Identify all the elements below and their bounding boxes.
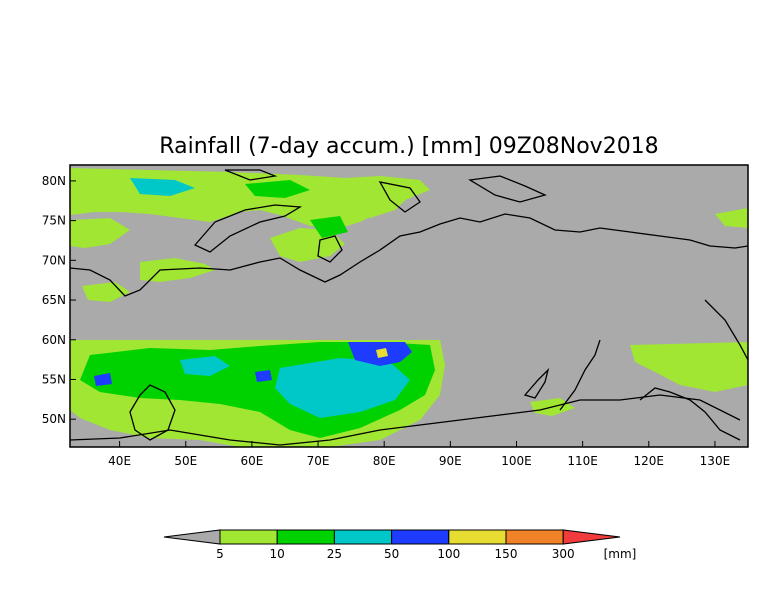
map-frame	[69, 164, 749, 448]
lon-tick-label: 100E	[501, 454, 532, 468]
longitude-axis: 40E 50E 60E 70E 80E 90E 100E 110E 120E 130E	[108, 441, 730, 468]
lat-tick-label: 65N	[42, 293, 66, 307]
map-panel: 40E 50E 60E 70E 80E 90E 100E 110E 120E 130E 80N 75…	[42, 164, 749, 468]
colorbar-bin	[391, 529, 450, 545]
lat-tick-label: 75N	[42, 214, 66, 228]
colorbar-label: 100	[437, 547, 460, 561]
colorbar-label: 50	[384, 547, 399, 561]
coastline	[523, 367, 550, 399]
lon-tick-label: 110E	[567, 454, 598, 468]
colorbar-bin	[276, 529, 335, 545]
rain-patch	[180, 356, 230, 376]
coastline	[704, 299, 748, 361]
rain-patch	[255, 370, 272, 382]
coastline	[70, 213, 748, 297]
rain-patch	[376, 348, 388, 358]
coastline	[70, 394, 741, 446]
coastline	[378, 181, 421, 213]
colorbar-label: 300	[552, 547, 575, 561]
rain-patch	[70, 218, 130, 248]
rain-patch	[630, 342, 748, 392]
lon-tick-label: 90E	[439, 454, 462, 468]
rain-patch	[245, 180, 310, 198]
colorbar-bin	[448, 529, 507, 545]
map-title: Rainfall (7-day accum.) [mm] 09Z08Nov201…	[159, 134, 658, 159]
coastline	[559, 339, 601, 411]
lon-tick-label: 70E	[307, 454, 330, 468]
coastline	[317, 235, 343, 263]
lon-tick-label: 130E	[700, 454, 731, 468]
colorbar-label: 5	[216, 547, 224, 561]
lat-tick-label: 50N	[42, 412, 66, 426]
rain-patch	[345, 184, 410, 218]
colorbar-bin	[333, 529, 393, 545]
colorbar-over-triangle	[562, 529, 621, 545]
lat-tick-label: 60N	[42, 333, 66, 347]
colorbar-label: 10	[270, 547, 285, 561]
rain-patch	[140, 258, 215, 282]
lon-tick-label: 80E	[373, 454, 396, 468]
latitude-axis: 80N 75N 70N 65N 60N 55N 50N	[42, 174, 76, 426]
lon-tick-label: 40E	[108, 454, 131, 468]
coastline	[468, 175, 547, 203]
colorbar: 5 10 25 50 100 150 300 [mm]	[163, 529, 637, 561]
colorbar-label: 25	[327, 547, 342, 561]
colorbar-bin	[505, 529, 564, 545]
lon-tick-label: 50E	[174, 454, 197, 468]
rain-patch	[94, 373, 112, 386]
rain-patch	[130, 178, 195, 196]
lat-tick-label: 80N	[42, 174, 66, 188]
rain-patch	[275, 358, 410, 418]
colorbar-label: 150	[495, 547, 518, 561]
lon-tick-label: 60E	[240, 454, 263, 468]
colorbar-unit-label: [mm]	[604, 547, 637, 561]
coastlines	[70, 169, 748, 446]
rain-patch	[715, 208, 748, 228]
coastline	[193, 204, 303, 253]
coastline	[224, 169, 278, 181]
colorbar-bin	[219, 529, 278, 545]
lat-tick-label: 55N	[42, 372, 66, 386]
lat-tick-label: 70N	[42, 253, 66, 267]
colorbar-under-triangle	[163, 529, 221, 545]
rain-patch	[82, 282, 130, 302]
coastline	[639, 387, 741, 441]
lon-tick-label: 120E	[634, 454, 665, 468]
rain-patch	[310, 216, 348, 238]
